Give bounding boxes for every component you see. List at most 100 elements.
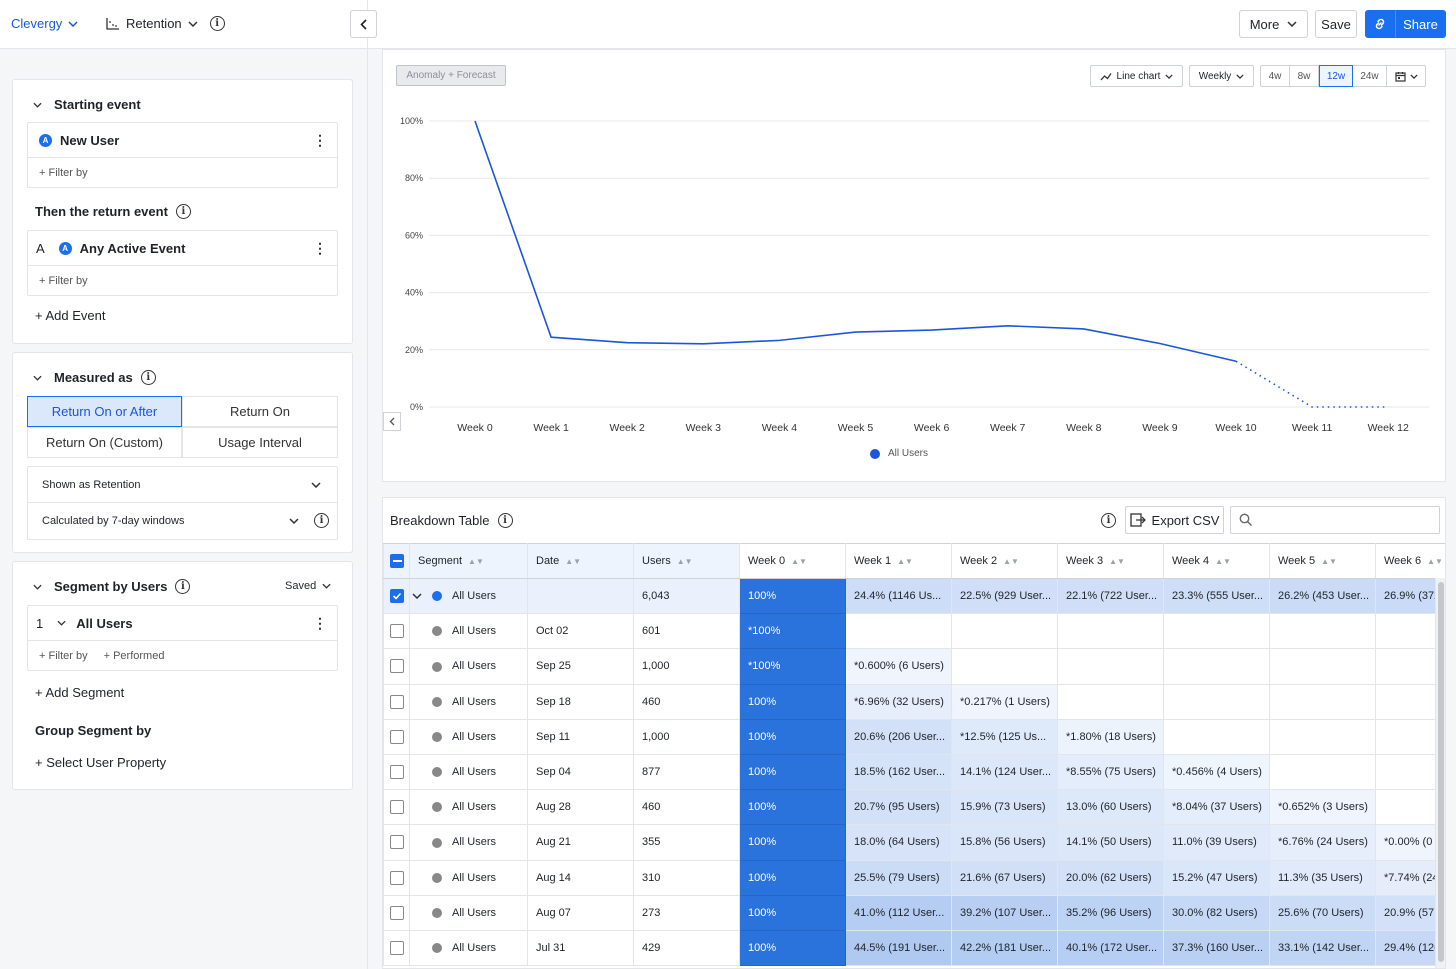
retention-cell[interactable]: *0.600% (6 Users) xyxy=(845,648,952,685)
select-user-property-button[interactable]: + Select User Property xyxy=(35,755,167,770)
retention-cell[interactable] xyxy=(1163,648,1270,685)
retention-cell[interactable]: *8.55% (75 Users) xyxy=(1057,753,1164,791)
more-options-icon[interactable]: ⋮ xyxy=(313,615,327,631)
retention-cell[interactable] xyxy=(845,613,952,650)
retention-cell[interactable]: 20.7% (95 Users) xyxy=(845,789,952,826)
retention-cell[interactable] xyxy=(1375,718,1445,755)
retention-cell[interactable]: 100% xyxy=(739,824,846,861)
retention-cell[interactable]: 42.2% (181 User... xyxy=(951,929,1058,967)
retention-cell[interactable]: *6.96% (32 Users) xyxy=(845,683,952,720)
row-checkbox[interactable] xyxy=(390,694,404,709)
retention-cell[interactable] xyxy=(1163,683,1270,720)
more-button[interactable]: More xyxy=(1239,10,1308,38)
select-all-checkbox-cell[interactable] xyxy=(383,543,410,579)
option-return-on-custom[interactable]: Return On (Custom) xyxy=(27,427,182,458)
info-icon[interactable]: i xyxy=(497,513,513,528)
col-week-1[interactable]: Week 1 ▲▼ xyxy=(845,543,952,579)
collapse-panel-button[interactable] xyxy=(350,10,377,38)
range-12w[interactable]: 12w xyxy=(1319,65,1353,87)
retention-cell[interactable]: 100% xyxy=(739,718,846,755)
table-row[interactable]: All Users 6,043 100% 24.4% (1146 Us... 22.5%… xyxy=(383,577,1445,615)
retention-cell[interactable]: 30.0% (82 Users) xyxy=(1163,894,1270,931)
starting-event-header[interactable]: Starting event xyxy=(33,97,141,112)
add-performed-link[interactable]: + Performed xyxy=(103,649,165,662)
table-scrollbar[interactable] xyxy=(1435,578,1445,968)
retention-cell[interactable]: 14.1% (124 User... xyxy=(951,753,1058,791)
project-selector[interactable]: Clevergy xyxy=(11,16,78,31)
retention-cell[interactable] xyxy=(1375,648,1445,685)
more-options-icon[interactable]: ⋮ xyxy=(313,132,327,148)
retention-cell[interactable]: 23.3% (555 User... xyxy=(1163,577,1270,615)
row-checkbox-cell[interactable] xyxy=(383,683,410,720)
retention-cell[interactable]: 20.0% (62 Users) xyxy=(1057,859,1164,896)
col-week-4[interactable]: Week 4 ▲▼ xyxy=(1163,543,1270,579)
retention-cell[interactable] xyxy=(951,613,1058,650)
retention-cell[interactable]: 29.4% (126 xyxy=(1375,929,1445,967)
range-24w[interactable]: 24w xyxy=(1353,66,1387,86)
retention-cell[interactable]: 100% xyxy=(739,753,846,791)
search-input[interactable] xyxy=(1261,508,1431,532)
retention-cell[interactable]: 18.0% (64 Users) xyxy=(845,824,952,861)
row-checkbox-cell[interactable] xyxy=(383,859,410,896)
row-checkbox[interactable] xyxy=(390,659,404,674)
retention-cell[interactable]: 14.1% (50 Users) xyxy=(1057,824,1164,861)
add-filter-link[interactable]: + Filter by xyxy=(39,649,88,662)
shown-as-dropdown[interactable]: Shown as Retention xyxy=(28,467,337,503)
info-icon[interactable]: i xyxy=(175,204,191,219)
table-row[interactable]: All Users Sep 04 877 100% 18.5% (162 User...… xyxy=(383,753,1445,791)
retention-cell[interactable]: *8.04% (37 Users) xyxy=(1163,789,1270,826)
table-search[interactable] xyxy=(1230,506,1440,534)
retention-cell[interactable] xyxy=(1057,648,1164,685)
retention-cell[interactable]: *12.5% (125 Us... xyxy=(951,718,1058,755)
col-date[interactable]: Date ▲▼ xyxy=(527,543,634,579)
select-all-checkbox[interactable] xyxy=(390,554,404,568)
analysis-type-selector[interactable]: Retention i xyxy=(106,16,225,31)
retention-cell[interactable]: 20.9% (57 xyxy=(1375,894,1445,931)
retention-cell[interactable]: 25.5% (79 Users) xyxy=(845,859,952,896)
retention-cell[interactable] xyxy=(1057,683,1164,720)
col-week-3[interactable]: Week 3 ▲▼ xyxy=(1057,543,1164,579)
retention-cell[interactable]: 41.0% (112 User... xyxy=(845,894,952,931)
retention-cell[interactable]: 100% xyxy=(739,577,846,615)
col-users[interactable]: Users ▲▼ xyxy=(633,543,740,579)
retention-cell[interactable]: *0.456% (4 Users) xyxy=(1163,753,1270,791)
col-week-2[interactable]: Week 2 ▲▼ xyxy=(951,543,1058,579)
add-filter-link[interactable]: + Filter by xyxy=(39,166,88,179)
retention-cell[interactable]: 22.5% (929 User... xyxy=(951,577,1058,615)
chart-type-dropdown[interactable]: Line chart xyxy=(1090,65,1183,87)
retention-cell[interactable]: 26.2% (453 User... xyxy=(1269,577,1376,615)
row-checkbox-cell[interactable] xyxy=(383,894,410,931)
retention-cell[interactable] xyxy=(1269,613,1376,650)
retention-cell[interactable]: 11.0% (39 Users) xyxy=(1163,824,1270,861)
info-icon[interactable]: i xyxy=(1101,513,1116,528)
info-icon[interactable]: i xyxy=(209,16,225,31)
retention-cell[interactable]: 33.1% (142 User... xyxy=(1269,929,1376,967)
segment-header[interactable]: Segment by Users i xyxy=(33,579,191,594)
retention-cell[interactable]: 15.8% (56 Users) xyxy=(951,824,1058,861)
retention-cell[interactable]: 25.6% (70 Users) xyxy=(1269,894,1376,931)
retention-cell[interactable]: 37.3% (160 User... xyxy=(1163,929,1270,967)
row-checkbox-cell[interactable] xyxy=(383,718,410,755)
row-checkbox[interactable] xyxy=(390,765,404,780)
retention-cell[interactable] xyxy=(1269,683,1376,720)
info-icon[interactable]: i xyxy=(175,579,191,594)
retention-cell[interactable]: *0.217% (1 Users) xyxy=(951,683,1058,720)
retention-cell[interactable] xyxy=(1163,718,1270,755)
retention-cell[interactable]: 100% xyxy=(739,683,846,720)
calculated-by-dropdown[interactable]: Calculated by 7-day windows i xyxy=(28,503,337,539)
retention-cell[interactable]: *1.80% (18 Users) xyxy=(1057,718,1164,755)
retention-cell[interactable]: 100% xyxy=(739,894,846,931)
option-return-on-or-after[interactable]: Return On or After xyxy=(27,396,182,427)
info-icon[interactable]: i xyxy=(140,370,156,385)
row-checkbox[interactable] xyxy=(390,624,404,639)
table-row[interactable]: All Users Sep 11 1,000 100% 20.6% (206 User.… xyxy=(383,718,1445,755)
table-row[interactable]: All Users Jul 31 429 100% 44.5% (191 User...… xyxy=(383,929,1445,967)
retention-cell[interactable]: *7.74% (24 xyxy=(1375,859,1445,896)
row-checkbox[interactable] xyxy=(390,940,404,955)
row-checkbox-cell[interactable] xyxy=(383,789,410,826)
export-csv-button[interactable]: Export CSV xyxy=(1125,506,1224,534)
retention-cell[interactable]: 44.5% (191 User... xyxy=(845,929,952,967)
scrollbar-thumb[interactable] xyxy=(1438,582,1444,962)
retention-cell[interactable]: 11.3% (35 Users) xyxy=(1269,859,1376,896)
retention-cell[interactable]: 100% xyxy=(739,789,846,826)
